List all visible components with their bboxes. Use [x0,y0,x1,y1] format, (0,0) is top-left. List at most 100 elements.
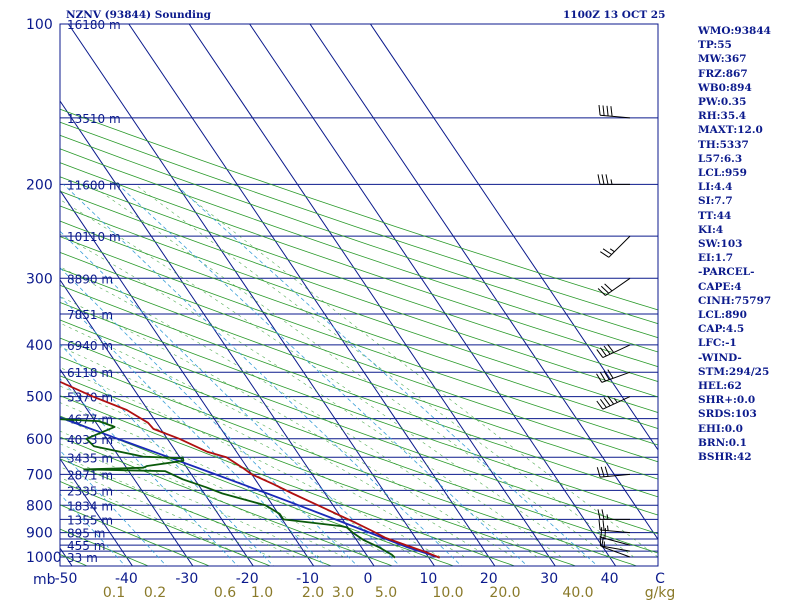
height-label: 455 m [67,539,105,553]
barb-flag [598,105,601,116]
index-line: SW:103 [698,238,743,251]
barb-flag [607,369,614,379]
dry-adiabat [60,148,658,353]
mixing-ratio-label: 10.0 [432,585,463,600]
isotherm-line [67,24,436,566]
pressure-label: 900 [26,526,53,542]
barb-flag [602,520,605,531]
barb-flag [596,349,604,358]
barb-staff [600,529,631,534]
barb-staff [600,473,631,478]
height-label: 7851 m [67,308,113,322]
station-title: NZNV (93844) Sounding [66,9,211,21]
index-line: LFC:-1 [698,337,737,350]
dry-adiabat [60,190,658,398]
height-label: 3435 m [67,451,113,465]
isotherm-line [60,100,375,566]
barb-staff [600,536,631,546]
pressure-label: 600 [26,432,53,448]
index-line: KI:4 [698,223,724,236]
temperature-tick-label: 40 [601,571,619,587]
barb-flag [598,519,601,531]
pressure-label: 800 [26,498,53,514]
wind-barb [599,535,631,552]
index-line: MW:367 [698,53,747,66]
height-label: 4033 m [67,433,113,447]
parcel-trace [60,416,440,559]
pressure-label: 300 [26,271,53,287]
barb-half-flag [613,398,618,403]
isotherm-line [309,24,658,541]
pressure-label: 1000 [26,550,62,566]
barb-staff [601,546,631,558]
mixing-ratio-line [175,184,599,566]
grid-lines [0,24,658,568]
dry-adiabat [60,319,658,535]
barb-half-flag [607,525,609,531]
mixing-ratio-line [60,449,167,566]
dry-adiabat [60,436,394,566]
wind-barb [596,369,631,383]
index-line: BRN:0.1 [698,436,747,449]
height-label: 5370 m [67,391,113,405]
dry-adiabat [60,356,638,566]
pressure-label: 500 [26,390,53,406]
index-line: EI:1.7 [698,252,734,265]
dry-adiabat [60,284,658,498]
barb-flag [604,466,609,477]
height-label: 1834 m [67,499,113,513]
wind-barb [600,527,631,546]
height-label: 10110 m [67,230,121,244]
barb-staff [601,371,631,383]
height-label: 2335 m [67,484,113,498]
dry-adiabat [60,375,577,566]
index-line: BSHR:42 [698,451,752,464]
barb-flag [601,509,605,520]
barb-flag [599,399,607,408]
isotherm-line [369,24,658,451]
barb-staff [602,396,631,410]
height-label: 895 m [67,527,105,541]
mixing-ratio-line [60,230,401,566]
barb-flag [610,106,613,117]
barb-flag [607,395,615,405]
mixing-ratio-label: 0.2 [144,585,166,600]
moist-adiabat [60,477,248,558]
pressure-label: 400 [26,338,53,354]
dry-adiabat [60,395,516,566]
dry-adiabat [60,268,658,480]
index-line: SI:7.7 [698,195,733,208]
wind-barb [600,235,631,258]
barb-flag [601,174,605,185]
temperature-tick-label: 10 [419,571,437,587]
mixing-ratio-line [60,295,326,566]
moist-adiabat [60,367,441,558]
dry-adiabat [60,205,658,413]
barb-flag [596,373,603,383]
height-label: 1355 m [67,513,113,527]
index-line: EHI:0.0 [698,422,743,435]
isotherm-line [0,24,13,568]
wind-barb [597,509,630,520]
dry-adiabat [60,504,211,566]
dry-adiabat [60,528,150,566]
index-line: SRDS:103 [698,408,757,421]
height-label: 13510 m [67,112,121,126]
barb-staff [605,277,631,296]
mixing-ratio-label: 1.0 [251,585,273,600]
isotherm-line [249,24,617,566]
wind-barb [598,519,631,534]
pressure-label: 200 [26,177,53,193]
indices-panel: WMO:93844 TP:55 MW:367 FRZ:867 WB0:894 PW:0.3… [698,24,798,464]
isotherm-line [60,189,315,566]
temperature-tick-label: 0 [364,571,373,587]
mixing-ratio-label: 3.0 [332,585,354,600]
barb-staff [600,545,631,552]
index-line: WB0:894 [698,81,752,94]
barb-flag [602,105,605,116]
mixing-ratio-label: 0.1 [103,585,125,600]
dry-adiabat [60,337,658,554]
moist-adiabat [134,184,634,558]
index-line: TT:44 [698,209,732,222]
